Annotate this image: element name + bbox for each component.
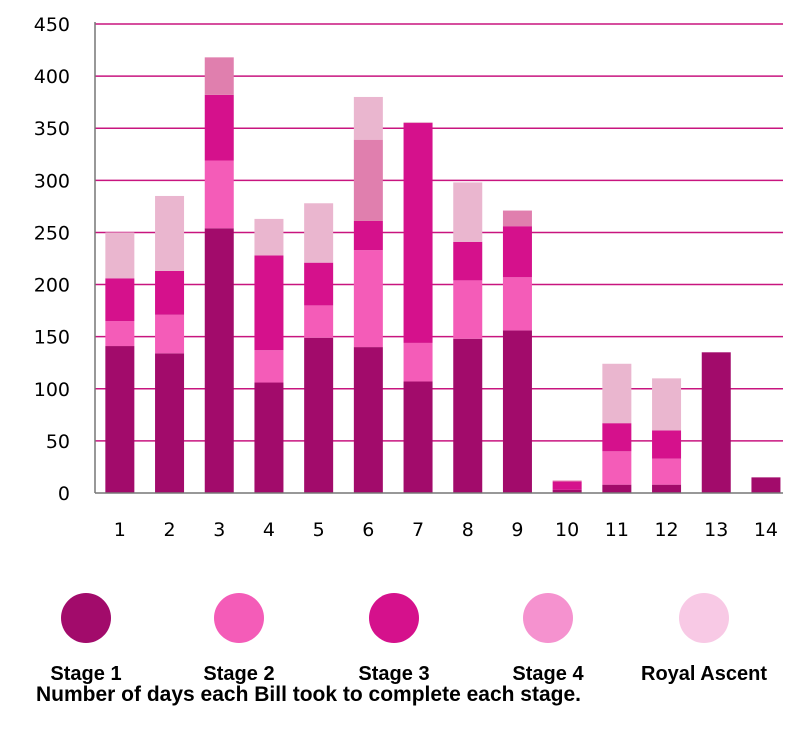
- bar-4-stage-3: [254, 255, 284, 351]
- x-tick-label: 8: [462, 519, 474, 541]
- bar-5-stage-3: [304, 262, 334, 306]
- bar-3-stage-4: [204, 57, 234, 95]
- bar-7-royal-ascent: [403, 121, 433, 124]
- x-tick-label: 14: [754, 519, 778, 541]
- bar-12-royal-ascent: [652, 378, 682, 431]
- bar-5-royal-ascent: [304, 203, 334, 263]
- bar-4-stage-1: [254, 382, 284, 493]
- bar-9-stage-2: [502, 277, 532, 331]
- bar-4-stage-2: [254, 350, 284, 383]
- legend: [61, 593, 729, 643]
- x-tick-label: 10: [555, 519, 579, 541]
- bar-8-stage-3: [453, 241, 483, 281]
- bar-11-royal-ascent: [602, 363, 632, 424]
- bar-6-stage-3: [353, 220, 383, 251]
- bar-5-stage-1: [304, 337, 334, 493]
- bar-12-stage-3: [652, 430, 682, 459]
- y-tick-label: 350: [34, 118, 70, 140]
- bar-5-stage-2: [304, 305, 334, 338]
- bar-3-stage-3: [204, 94, 234, 161]
- y-tick-label: 300: [34, 170, 70, 192]
- bar-11-stage-1: [602, 484, 632, 493]
- y-tick-label: 150: [34, 327, 70, 349]
- legend-swatch-stage-1: [61, 593, 111, 643]
- x-tick-label: 9: [511, 519, 523, 541]
- bar-1-royal-ascent: [105, 232, 135, 279]
- x-tick-label: 3: [213, 519, 225, 541]
- bar-10-stage-3: [552, 481, 582, 490]
- bar-6-stage-2: [353, 250, 383, 348]
- bar-12-stage-1: [652, 484, 682, 493]
- bar-6-stage-1: [353, 347, 383, 493]
- x-tick-label: 4: [263, 519, 275, 541]
- bar-11-stage-2: [602, 451, 632, 485]
- bar-3-stage-1: [204, 228, 234, 493]
- x-tick-label: 1: [114, 519, 126, 541]
- bar-11-stage-3: [602, 423, 632, 452]
- legend-swatch-stage-4: [523, 593, 573, 643]
- x-tick-label: 12: [654, 519, 678, 541]
- legend-swatch-stage-2: [214, 593, 264, 643]
- bar-1-stage-3: [105, 278, 135, 322]
- bar-1-stage-2: [105, 321, 135, 347]
- bar-2-stage-3: [155, 271, 185, 315]
- y-tick-label: 100: [34, 379, 70, 401]
- bar-12-stage-2: [652, 458, 682, 485]
- y-tick-label: 0: [58, 483, 70, 505]
- bar-10-stage-1: [552, 489, 582, 493]
- bars: [105, 57, 781, 493]
- bar-2-stage-2: [155, 314, 185, 354]
- y-tick-label: 450: [34, 14, 70, 36]
- bar-2-royal-ascent: [155, 195, 185, 272]
- chart-caption: Number of days each Bill took to complet…: [36, 683, 581, 706]
- x-tick-label: 13: [704, 519, 728, 541]
- x-tick-label: 7: [412, 519, 424, 541]
- bar-9-stage-1: [502, 330, 532, 493]
- legend-label-stage-2: Stage 2: [203, 663, 274, 685]
- bar-6-royal-ascent: [353, 96, 383, 140]
- bar-4-royal-ascent: [254, 218, 284, 256]
- bar-8-stage-1: [453, 338, 483, 493]
- y-tick-label: 400: [34, 66, 70, 88]
- bar-8-royal-ascent: [453, 182, 483, 242]
- bar-3-stage-2: [204, 160, 234, 229]
- bar-9-stage-4: [502, 210, 532, 227]
- legend-label-stage-4: Stage 4: [512, 663, 584, 685]
- y-tick-label: 200: [34, 275, 70, 297]
- bar-7-stage-2: [403, 342, 433, 382]
- bar-1-stage-1: [105, 346, 135, 493]
- axes: [94, 22, 783, 494]
- bar-9-stage-3: [502, 226, 532, 278]
- x-tick-label: 2: [164, 519, 176, 541]
- legend-label-stage-3: Stage 3: [358, 663, 429, 685]
- y-tick-label: 50: [46, 431, 70, 453]
- legend-swatch-royal-ascent: [679, 593, 729, 643]
- x-tick-label: 6: [362, 519, 374, 541]
- bar-13-stage-1: [701, 352, 731, 493]
- legend-swatch-stage-3: [369, 593, 419, 643]
- legend-labels: Stage 1 Stage 2 Stage 3 Stage 4 Royal As…: [50, 663, 767, 685]
- bar-7-stage-3: [403, 123, 433, 343]
- bar-7-stage-1: [403, 381, 433, 493]
- bar-10-stage-4: [552, 480, 582, 482]
- x-tick-label: 11: [605, 519, 629, 541]
- legend-label-stage-1: Stage 1: [50, 663, 121, 685]
- bar-2-stage-1: [155, 353, 185, 493]
- legend-label-royal-ascent: Royal Ascent: [641, 663, 767, 685]
- bar-8-stage-2: [453, 280, 483, 339]
- y-tick-label: 250: [34, 222, 70, 244]
- x-axis-ticks: 1 2 3 4 5 6 7 8 9 10 11 12 13 14: [114, 519, 778, 541]
- bar-14-stage-1: [751, 477, 781, 493]
- y-axis-ticks: 0 50 100 150 200 250 300 350 400 450: [34, 14, 70, 505]
- x-tick-label: 5: [313, 519, 325, 541]
- bar-6-stage-4: [353, 139, 383, 221]
